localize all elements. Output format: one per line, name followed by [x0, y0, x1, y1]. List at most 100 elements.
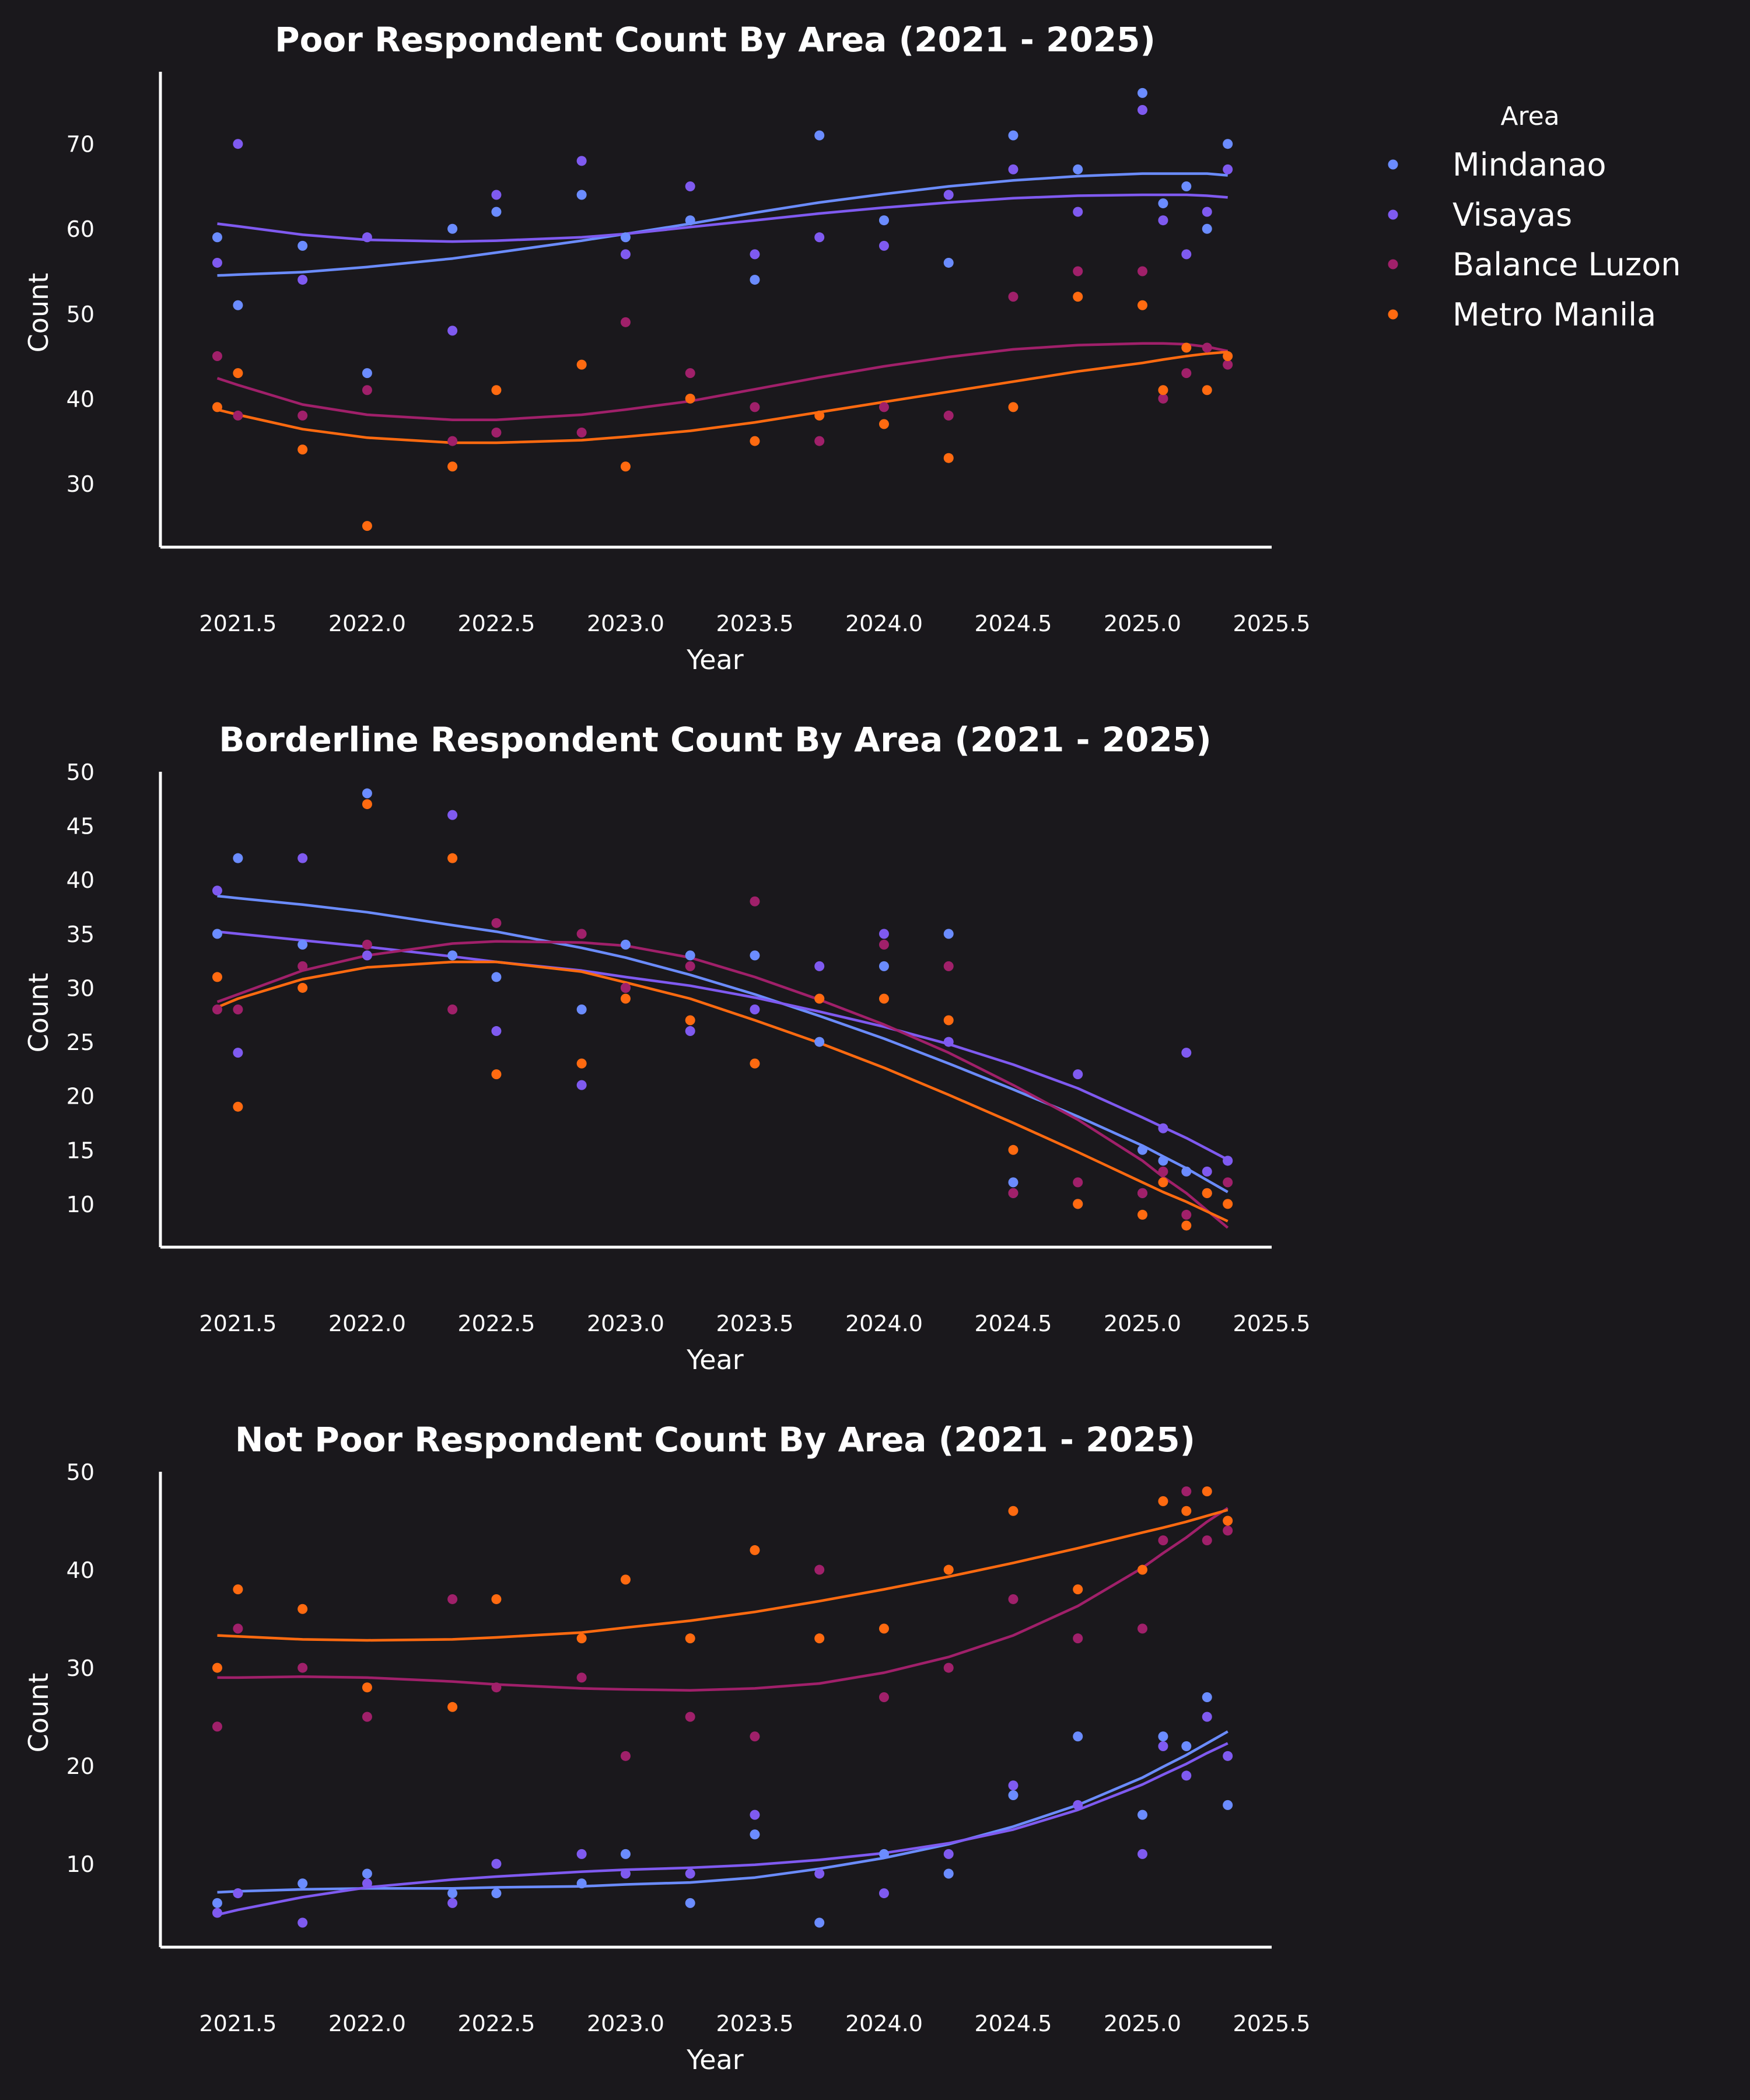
y-tick-label: 35: [66, 922, 94, 947]
data-point-metro-manila: [491, 385, 502, 396]
data-point-metro-manila: [491, 1069, 502, 1080]
x-tick-label: 2023.0: [587, 2011, 664, 2036]
data-point-mindanao: [1137, 1810, 1147, 1820]
data-point-metro-manila: [1008, 1506, 1019, 1516]
data-point-mindanao: [233, 853, 243, 863]
legend-marker-visayas: [1388, 209, 1398, 220]
trend-line-metro-manila: [217, 1508, 1228, 1642]
data-point-mindanao: [576, 1878, 587, 1889]
data-point-balance-luzon: [1223, 359, 1233, 370]
data-point-mindanao: [878, 1849, 889, 1859]
data-point-mindanao: [943, 1868, 954, 1879]
data-point-visayas: [298, 853, 308, 863]
data-point-metro-manila: [447, 853, 458, 863]
data-point-balance-luzon: [212, 1721, 222, 1732]
data-point-balance-luzon: [298, 410, 308, 421]
data-point-visayas: [1137, 1849, 1147, 1859]
x-axis-label: Year: [686, 2044, 743, 2076]
data-point-balance-luzon: [1008, 292, 1019, 302]
data-point-metro-manila: [685, 1633, 695, 1644]
data-point-balance-luzon: [1137, 1188, 1147, 1198]
data-point-metro-manila: [233, 1584, 243, 1595]
x-axis-label: Year: [686, 644, 743, 676]
data-point-balance-luzon: [1223, 1177, 1233, 1188]
x-axis-label: Year: [686, 1344, 743, 1376]
data-point-metro-manila: [447, 1702, 458, 1712]
legend-marker-metro-manila: [1388, 309, 1398, 320]
data-point-mindanao: [576, 190, 587, 200]
data-point-visayas: [1202, 1712, 1212, 1722]
data-point-metro-manila: [298, 444, 308, 455]
data-point-metro-manila: [212, 972, 222, 982]
trend-line-metro-manila: [216, 351, 1228, 444]
legend-label-mindanao: Mindanao: [1452, 146, 1606, 183]
data-point-visayas: [1223, 164, 1233, 174]
data-point-metro-manila: [212, 402, 222, 412]
data-point-mindanao: [491, 972, 502, 982]
data-point-metro-manila: [1073, 1199, 1083, 1209]
data-point-mindanao: [298, 939, 308, 950]
data-point-visayas: [1008, 1780, 1019, 1791]
y-tick-label: 50: [66, 302, 94, 327]
y-tick-label: 40: [66, 867, 94, 893]
x-tick-label: 2022.5: [457, 2011, 535, 2036]
x-tick-label: 2023.5: [716, 611, 793, 636]
data-point-metro-manila: [1158, 1177, 1168, 1188]
x-tick-label: 2024.5: [974, 611, 1052, 636]
trend-line-metro-manila: [216, 960, 1228, 1223]
data-point-balance-luzon: [620, 1751, 631, 1761]
data-point-mindanao: [620, 939, 631, 950]
data-point-mindanao: [814, 1917, 825, 1928]
data-point-mindanao: [1202, 223, 1212, 234]
data-point-metro-manila: [1202, 1486, 1212, 1497]
y-tick-label: 60: [66, 216, 94, 242]
x-tick-label: 2024.5: [974, 2011, 1052, 2036]
data-point-metro-manila: [750, 1545, 760, 1555]
x-tick-label: 2022.5: [457, 611, 535, 636]
data-point-balance-luzon: [212, 351, 222, 362]
x-tick-label: 2025.5: [1233, 1311, 1311, 1336]
trend-line-visayas: [217, 193, 1228, 243]
data-point-metro-manila: [1158, 1496, 1168, 1506]
y-tick-label: 25: [66, 1030, 94, 1055]
data-point-mindanao: [943, 257, 954, 268]
data-point-balance-luzon: [576, 1672, 587, 1683]
data-point-mindanao: [362, 368, 372, 379]
chart-title: Borderline Respondent Count By Area (202…: [219, 720, 1212, 760]
y-tick-label: 70: [66, 132, 94, 158]
data-point-visayas: [212, 886, 222, 896]
data-point-mindanao: [878, 961, 889, 971]
data-point-balance-luzon: [943, 961, 954, 971]
x-tick-label: 2022.0: [328, 611, 406, 636]
data-point-mindanao: [814, 130, 825, 141]
data-point-metro-manila: [1137, 1209, 1147, 1220]
data-point-balance-luzon: [212, 1005, 222, 1014]
data-point-visayas: [1073, 206, 1083, 217]
data-point-visayas: [878, 1888, 889, 1899]
data-point-visayas: [576, 1080, 587, 1090]
data-point-mindanao: [1158, 198, 1168, 209]
data-point-metro-manila: [447, 461, 458, 472]
data-point-visayas: [362, 1878, 372, 1889]
data-point-metro-manila: [298, 1604, 308, 1614]
data-point-balance-luzon: [1202, 1535, 1212, 1546]
data-point-mindanao: [1158, 1731, 1168, 1742]
data-point-visayas: [576, 1849, 587, 1859]
trend-line-visayas: [216, 1742, 1228, 1916]
data-point-metro-manila: [1008, 402, 1019, 412]
data-point-metro-manila: [576, 1058, 587, 1069]
data-point-metro-manila: [620, 993, 631, 1004]
data-point-visayas: [620, 249, 631, 260]
y-axis-label: Count: [23, 973, 54, 1053]
data-point-balance-luzon: [750, 896, 760, 907]
data-point-visayas: [685, 1868, 695, 1879]
data-point-metro-manila: [878, 993, 889, 1004]
data-point-visayas: [491, 1026, 502, 1037]
data-point-mindanao: [233, 300, 243, 310]
data-point-metro-manila: [1181, 342, 1192, 353]
y-tick-label: 30: [66, 1656, 94, 1681]
data-point-metro-manila: [943, 453, 954, 463]
data-point-visayas: [233, 1888, 243, 1899]
data-point-mindanao: [1137, 88, 1147, 98]
chart-panel-poor: Poor Respondent Count By Area (2021 - 20…: [23, 20, 1310, 676]
